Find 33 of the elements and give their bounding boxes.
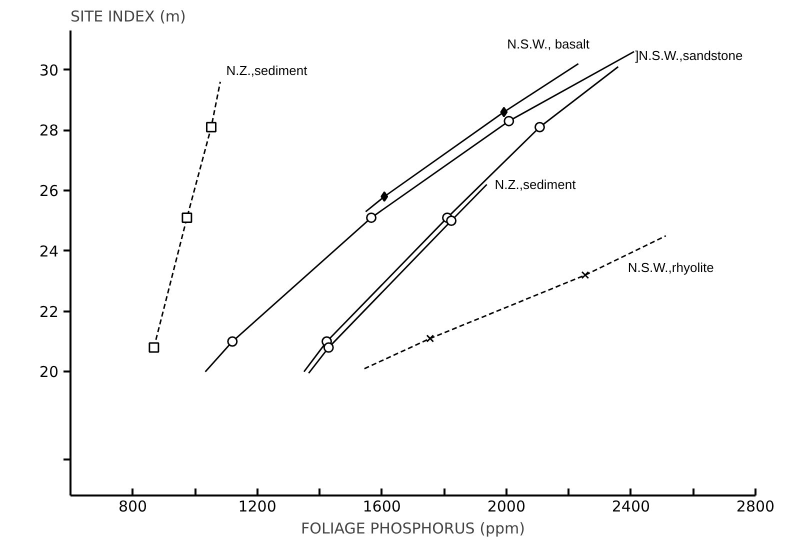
y-tick-label: 30 xyxy=(39,61,59,80)
y-tick-label: 26 xyxy=(39,182,59,200)
series-label: N.Z.,sediment xyxy=(226,62,308,78)
point xyxy=(380,191,388,202)
point xyxy=(227,336,238,347)
point xyxy=(148,342,160,353)
y-tick-label: 20 xyxy=(39,363,59,382)
x-tick-label: 1200 xyxy=(238,498,276,516)
x-tick-label: 2800 xyxy=(736,498,775,516)
point xyxy=(500,106,508,118)
series-label: N.S.W., basalt xyxy=(507,36,590,52)
series-label: N.Z.,sediment xyxy=(494,176,576,192)
x-tick-label: 2400 xyxy=(612,498,650,516)
y-tick-label: 22 xyxy=(39,302,59,321)
point xyxy=(504,116,514,126)
y-tick-label: 28 xyxy=(39,122,59,140)
point xyxy=(182,212,192,223)
x-tick-label: 1600 xyxy=(362,498,401,516)
line-series xyxy=(308,184,488,374)
point xyxy=(534,122,545,132)
point xyxy=(446,215,457,226)
point xyxy=(366,212,377,223)
x-tick-label: 800 xyxy=(118,498,148,516)
x-axis-title: FOLIAGE PHOSPHORUS (ppm) xyxy=(301,520,525,538)
point xyxy=(426,334,434,342)
point xyxy=(581,271,590,280)
series-label: N.S.W.,rhyolite xyxy=(628,260,714,275)
point xyxy=(206,122,216,132)
point xyxy=(323,342,334,353)
series-label: ]N.S.W.,sandstone xyxy=(635,48,743,64)
y-tick-label: 24 xyxy=(39,242,59,260)
y-axis-title: SITE INDEX (m) xyxy=(70,8,186,26)
x-tick-label: 2000 xyxy=(487,498,526,516)
